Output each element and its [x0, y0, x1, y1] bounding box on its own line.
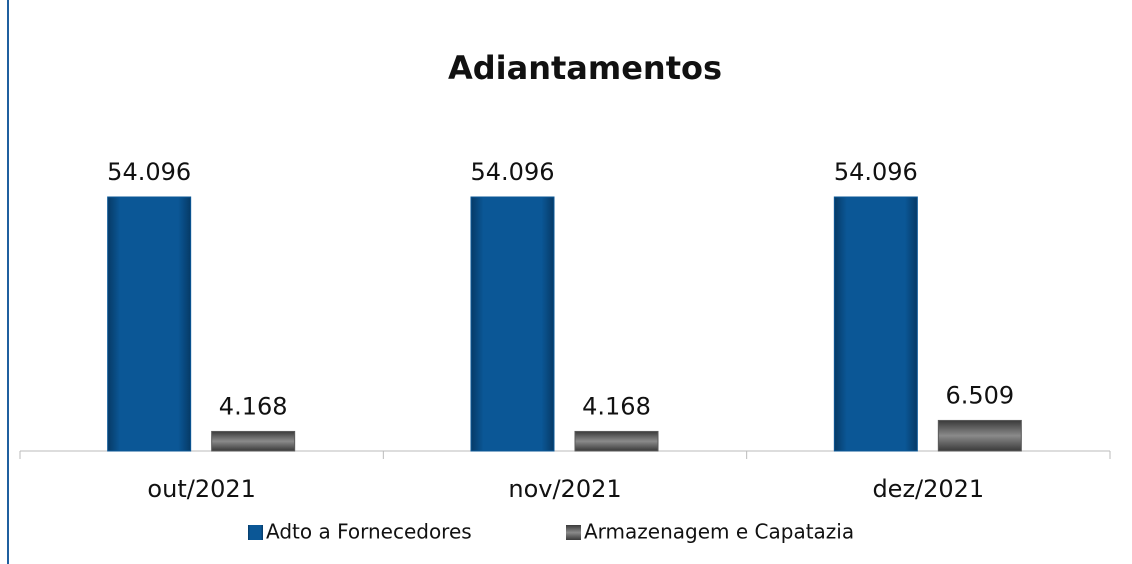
x-tick-label: out/2021	[147, 475, 255, 503]
chart-title: Adiantamentos	[448, 49, 722, 87]
x-tick-label: dez/2021	[872, 475, 984, 503]
bar	[211, 430, 296, 452]
data-label: 54.096	[107, 158, 191, 186]
bar	[574, 430, 659, 452]
legend-label: Adto a Fornecedores	[266, 520, 472, 544]
bar	[470, 196, 555, 452]
bar	[833, 196, 918, 452]
bar	[107, 196, 192, 452]
legend-swatch	[248, 525, 263, 540]
data-label: 4.168	[219, 392, 288, 420]
x-tick-label: nov/2021	[508, 475, 621, 503]
legend-swatch	[566, 525, 581, 540]
bar	[937, 419, 1022, 452]
legend-label: Armazenagem e Capatazia	[584, 520, 854, 544]
data-label: 6.509	[945, 381, 1014, 409]
data-label: 54.096	[471, 158, 555, 186]
data-label: 4.168	[582, 392, 651, 420]
data-label: 54.096	[834, 158, 918, 186]
